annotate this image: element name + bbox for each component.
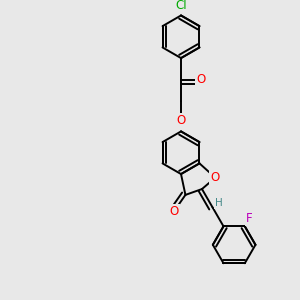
Text: O: O xyxy=(196,73,206,86)
Text: O: O xyxy=(176,114,186,127)
Text: F: F xyxy=(246,212,253,225)
Text: H: H xyxy=(214,198,222,208)
Text: Cl: Cl xyxy=(175,0,187,12)
Text: O: O xyxy=(169,205,178,218)
Text: O: O xyxy=(211,171,220,184)
